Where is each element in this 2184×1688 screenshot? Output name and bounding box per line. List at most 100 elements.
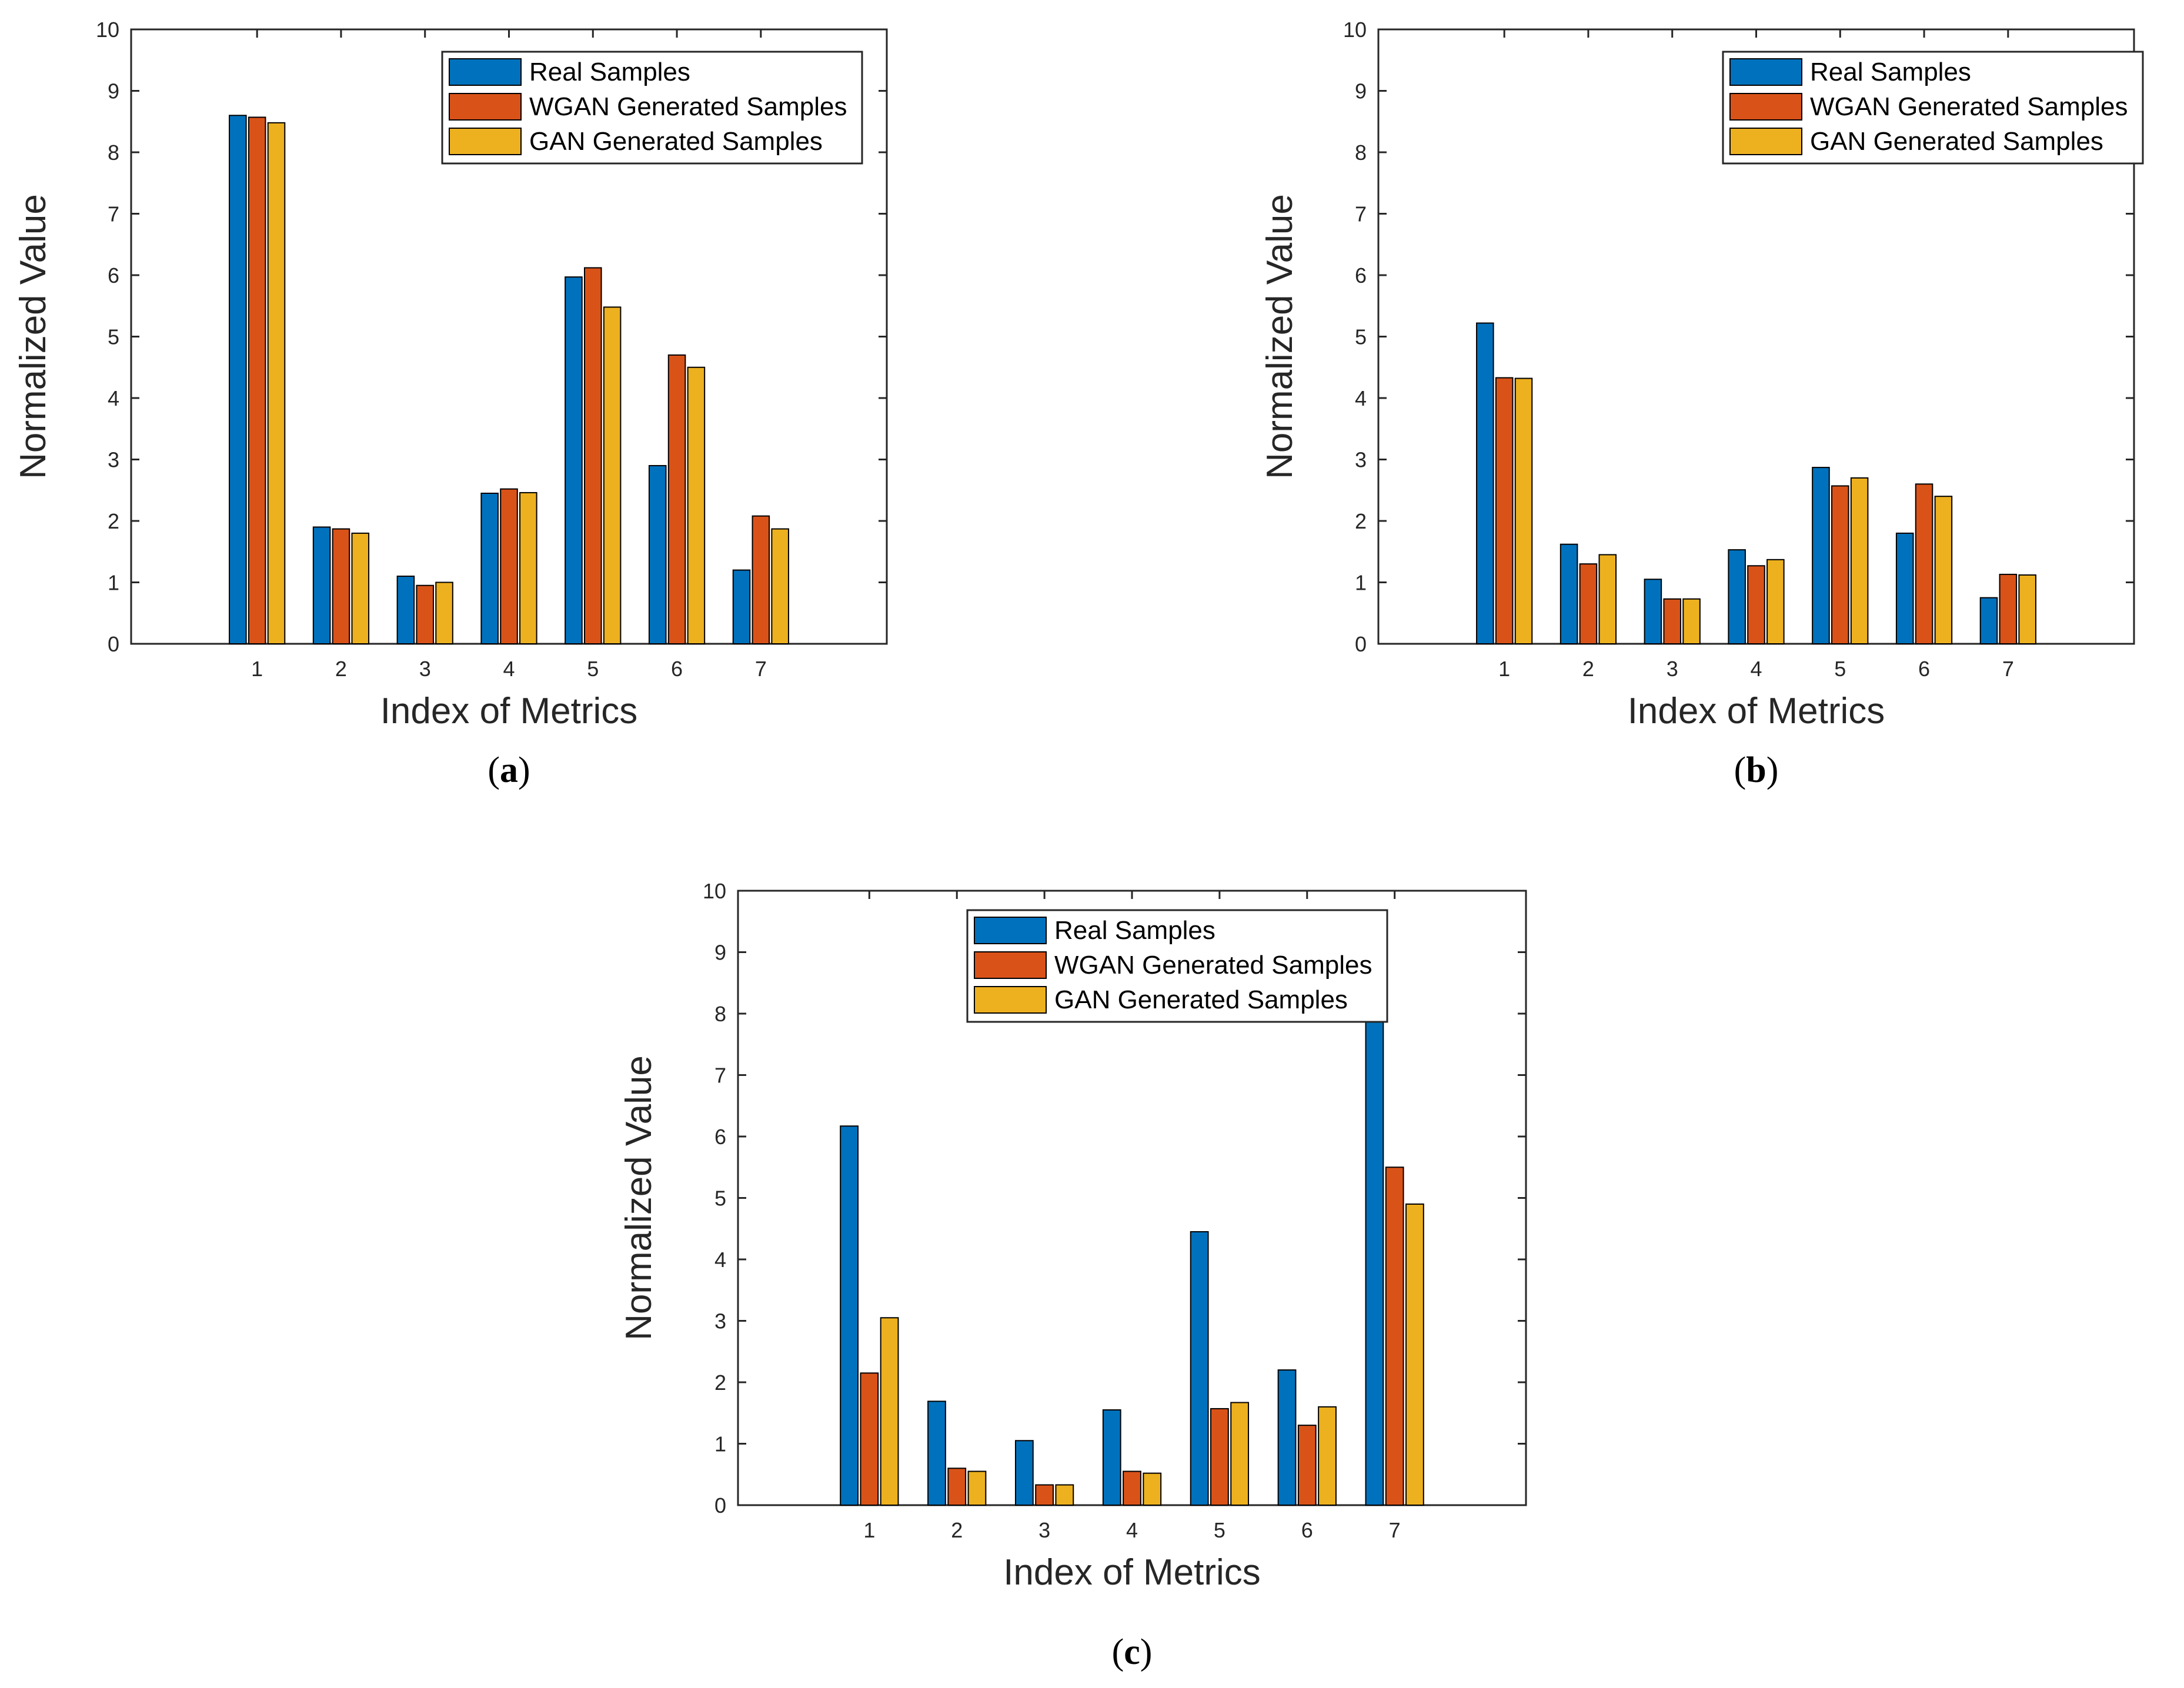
x-tick-label: 7	[755, 657, 767, 681]
x-tick-label: 1	[863, 1518, 875, 1542]
y-tick-label: 4	[1355, 386, 1367, 410]
bar-real-1	[1476, 322, 1494, 644]
bar-gan-7	[771, 528, 789, 645]
y-tick-label: 1	[108, 571, 119, 595]
bar-real-6	[648, 464, 667, 644]
bar-wgan-1	[860, 1372, 879, 1506]
y-tick-label: 3	[714, 1309, 726, 1333]
bar-real-7	[1979, 597, 1998, 644]
bar-wgan-7	[1999, 573, 2018, 644]
bar-real-2	[312, 526, 331, 645]
y-tick-label: 10	[96, 18, 119, 42]
x-tick-label: 6	[671, 657, 683, 681]
legend: Real Samples WGAN Generated Samples GAN Ge…	[1722, 51, 2144, 165]
panel-label-letter: c	[1124, 1632, 1140, 1672]
x-tick-label: 5	[1834, 657, 1846, 681]
bar-real-5	[565, 276, 583, 644]
x-tick-label: 4	[1126, 1518, 1138, 1542]
legend-entry: Real Samples	[1054, 916, 1215, 945]
bar-gan-2	[967, 1470, 987, 1506]
y-tick-label: 2	[108, 509, 119, 533]
y-tick-label: 8	[108, 141, 119, 165]
x-tick-label: 7	[2002, 657, 2014, 681]
legend-entry: WGAN Generated Samples	[529, 92, 847, 121]
bar-real-1	[229, 115, 247, 645]
legend-swatch	[1729, 128, 1802, 155]
y-tick-label: 6	[108, 263, 119, 288]
bar-wgan-7	[752, 515, 770, 645]
bar-real-7	[1365, 951, 1384, 1506]
x-axis-label: Index of Metrics	[380, 691, 638, 731]
chart-panel-b: 0 1 2 3 4 5 6 7 8 9 10 1 2 3 4 5 6 7 Index of Metrics Norma…	[1260, 18, 2144, 790]
bar-gan-3	[1682, 598, 1701, 645]
panel-label-close: )	[1140, 1632, 1153, 1672]
bar-gan-2	[351, 532, 370, 645]
bar-real-4	[1102, 1409, 1121, 1506]
y-tick-label: 7	[714, 1064, 726, 1088]
panel-label-close: )	[518, 750, 530, 790]
bar-real-2	[1559, 543, 1578, 645]
bar-real-3	[396, 576, 415, 644]
bar-real-5	[1812, 467, 1830, 645]
bar-wgan-2	[947, 1468, 967, 1506]
legend-entry: GAN Generated Samples	[1054, 985, 1348, 1014]
bar-real-4	[1728, 549, 1746, 644]
bar-real-2	[927, 1400, 946, 1506]
bar-real-6	[1277, 1369, 1297, 1506]
y-tick-label: 8	[1355, 141, 1367, 165]
legend-swatch	[974, 986, 1047, 1014]
bar-real-1	[840, 1125, 859, 1506]
bar-wgan-2	[332, 528, 350, 645]
x-tick-label: 7	[1389, 1518, 1401, 1542]
bar-wgan-4	[1747, 565, 1765, 644]
bar-wgan-1	[248, 116, 266, 644]
y-axis-label: Normalized Value	[1260, 194, 1300, 479]
bar-gan-4	[519, 492, 537, 644]
y-tick-label: 4	[108, 386, 119, 410]
legend-swatch	[449, 128, 522, 155]
y-tick-label: 9	[714, 941, 726, 965]
bar-gan-6	[1318, 1406, 1337, 1506]
legend-entry: WGAN Generated Samples	[1810, 92, 2128, 121]
y-tick-label: 7	[108, 202, 119, 226]
bar-gan-5	[603, 306, 622, 644]
x-tick-label: 6	[1918, 657, 1930, 681]
y-tick-label: 0	[714, 1493, 726, 1517]
x-tick-label: 3	[419, 657, 431, 681]
x-tick-label: 5	[587, 657, 599, 681]
legend: Real Samples WGAN Generated Samples GAN Ge…	[441, 51, 863, 165]
bar-gan-3	[1055, 1484, 1074, 1506]
x-tick-label: 1	[1498, 657, 1510, 681]
legend: Real Samples WGAN Generated Samples GAN Ge…	[966, 909, 1388, 1023]
panel-label: (c)	[1112, 1632, 1153, 1672]
x-tick-label: 4	[503, 657, 515, 681]
bar-gan-4	[1143, 1472, 1162, 1506]
x-tick-label: 3	[1667, 657, 1678, 681]
legend-swatch	[449, 58, 522, 86]
bar-wgan-3	[1035, 1484, 1054, 1506]
bar-gan-7	[2018, 574, 2036, 645]
legend-swatch	[449, 93, 522, 121]
panel-label-open: (	[487, 750, 500, 790]
legend-entry: GAN Generated Samples	[1810, 127, 2103, 156]
y-tick-label: 0	[1355, 632, 1367, 656]
legend-swatch	[1729, 58, 1802, 86]
y-tick-label: 5	[1355, 325, 1367, 349]
bar-wgan-5	[1831, 485, 1849, 644]
y-tick-label: 6	[714, 1125, 726, 1149]
bar-wgan-5	[1210, 1408, 1229, 1506]
x-tick-label: 5	[1214, 1518, 1225, 1542]
y-tick-label: 10	[1343, 18, 1367, 42]
y-tick-label: 4	[714, 1248, 726, 1272]
bar-gan-5	[1230, 1402, 1250, 1506]
bar-gan-3	[435, 581, 453, 644]
x-tick-label: 3	[1038, 1518, 1050, 1542]
bar-wgan-3	[1663, 598, 1681, 645]
panel-label-close: )	[1766, 750, 1779, 790]
x-tick-label: 2	[1582, 657, 1594, 681]
panel-label-letter: a	[500, 750, 518, 790]
bar-wgan-1	[1495, 377, 1514, 644]
bar-gan-6	[1934, 496, 1953, 645]
y-tick-label: 0	[108, 632, 119, 656]
